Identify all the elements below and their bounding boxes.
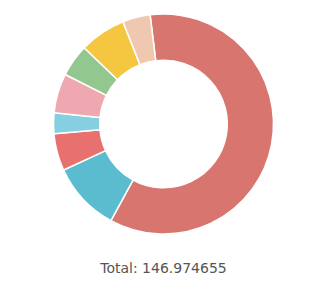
donut-slice bbox=[111, 14, 274, 234]
total-label: Total: 146.974655 bbox=[99, 260, 226, 276]
donut-slice bbox=[54, 130, 106, 170]
chart: Total: 146.974655 bbox=[0, 0, 327, 293]
chart-container: Total: 146.974655 bbox=[0, 0, 327, 293]
page: {"chart_data": {"type": "donut", "values… bbox=[0, 0, 327, 293]
donut-slice bbox=[123, 15, 156, 65]
slices bbox=[54, 14, 274, 234]
